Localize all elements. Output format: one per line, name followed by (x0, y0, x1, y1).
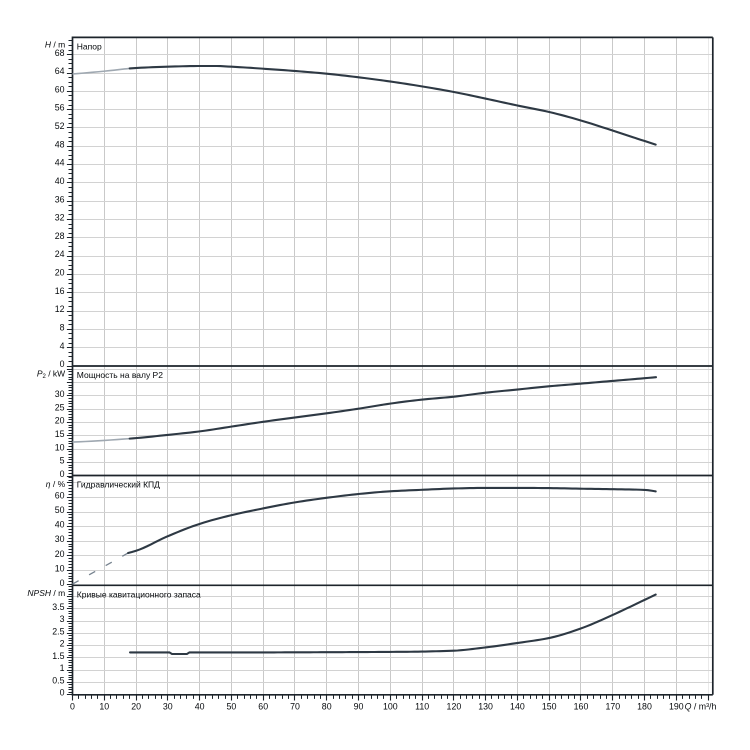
svg-text:0.5: 0.5 (52, 676, 64, 686)
svg-text:40: 40 (55, 176, 65, 186)
svg-text:12: 12 (55, 304, 65, 314)
svg-text:50: 50 (55, 505, 65, 515)
svg-text:1: 1 (60, 663, 65, 673)
svg-text:52: 52 (55, 121, 65, 131)
svg-text:48: 48 (55, 139, 65, 149)
svg-text:Мощность на валу P2: Мощность на валу P2 (77, 370, 163, 380)
svg-text:3.5: 3.5 (52, 602, 64, 612)
svg-text:60: 60 (258, 701, 268, 711)
svg-text:30: 30 (55, 389, 65, 399)
svg-text:Кривые кавитационного запаса: Кривые кавитационного запаса (77, 589, 201, 599)
svg-text:NPSH / m: NPSH / m (27, 588, 65, 598)
svg-text:60: 60 (55, 84, 65, 94)
svg-text:Q / m³/h: Q / m³/h (685, 701, 717, 711)
svg-text:η / %: η / % (46, 479, 66, 489)
svg-text:0: 0 (60, 688, 65, 698)
svg-text:20: 20 (55, 268, 65, 278)
svg-text:8: 8 (60, 323, 65, 333)
svg-text:80: 80 (322, 701, 332, 711)
svg-text:3: 3 (60, 614, 65, 624)
svg-text:15: 15 (55, 429, 65, 439)
svg-text:180: 180 (637, 701, 652, 711)
svg-text:0: 0 (60, 359, 65, 369)
svg-text:40: 40 (195, 701, 205, 711)
svg-text:70: 70 (290, 701, 300, 711)
svg-text:90: 90 (354, 701, 364, 711)
svg-text:H / m: H / m (45, 40, 65, 50)
svg-text:28: 28 (55, 231, 65, 241)
svg-text:2: 2 (60, 639, 65, 649)
svg-text:120: 120 (447, 701, 462, 711)
svg-text:2.5: 2.5 (52, 627, 64, 637)
svg-text:32: 32 (55, 213, 65, 223)
svg-text:20: 20 (131, 701, 141, 711)
svg-text:0: 0 (60, 578, 65, 588)
svg-text:25: 25 (55, 402, 65, 412)
svg-text:16: 16 (55, 286, 65, 296)
svg-text:150: 150 (542, 701, 557, 711)
svg-text:190: 190 (669, 701, 684, 711)
svg-text:4: 4 (60, 341, 65, 351)
svg-text:5: 5 (60, 456, 65, 466)
svg-text:1.5: 1.5 (52, 651, 64, 661)
svg-text:56: 56 (55, 103, 65, 113)
svg-text:170: 170 (605, 701, 620, 711)
svg-text:0: 0 (60, 469, 65, 479)
svg-text:10: 10 (99, 701, 109, 711)
svg-text:24: 24 (55, 249, 65, 259)
svg-text:110: 110 (415, 701, 429, 711)
svg-text:50: 50 (227, 701, 237, 711)
svg-text:160: 160 (574, 701, 589, 711)
svg-text:64: 64 (55, 66, 65, 76)
svg-text:100: 100 (383, 701, 398, 711)
svg-text:10: 10 (55, 442, 65, 452)
svg-text:30: 30 (163, 701, 173, 711)
svg-text:0: 0 (70, 701, 75, 711)
svg-text:20: 20 (55, 549, 65, 559)
svg-text:Гидравлический КПД: Гидравлический КПД (77, 480, 160, 490)
svg-text:Напор: Напор (77, 41, 102, 51)
svg-text:36: 36 (55, 194, 65, 204)
svg-text:P2 / kW: P2 / kW (37, 369, 65, 381)
svg-text:30: 30 (55, 534, 65, 544)
svg-text:130: 130 (478, 701, 493, 711)
svg-text:60: 60 (55, 491, 65, 501)
svg-text:68: 68 (55, 48, 65, 58)
svg-text:140: 140 (510, 701, 525, 711)
svg-text:44: 44 (55, 158, 65, 168)
svg-text:20: 20 (55, 416, 65, 426)
svg-text:10: 10 (55, 563, 65, 573)
svg-text:40: 40 (55, 520, 65, 530)
